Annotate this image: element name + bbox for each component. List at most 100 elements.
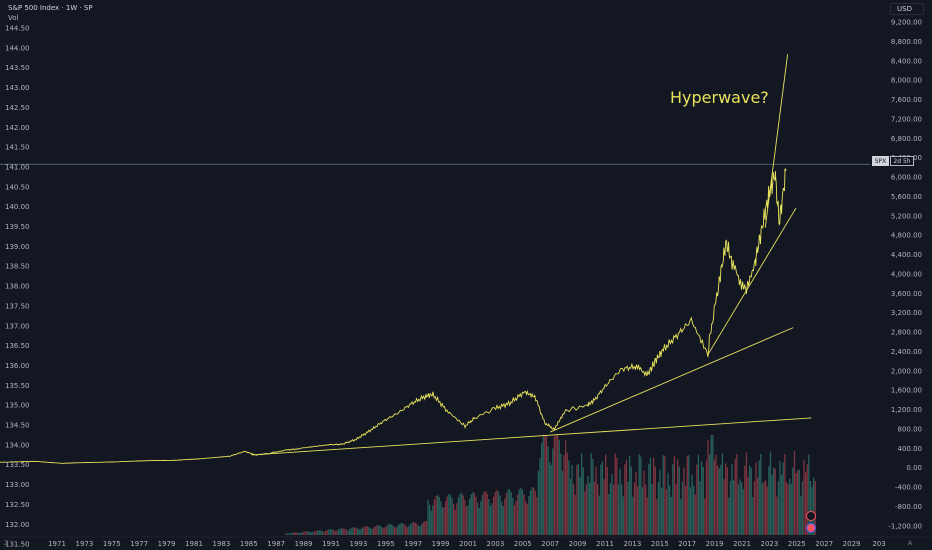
- volume-bar: [760, 454, 762, 535]
- volume-bar: [361, 527, 364, 535]
- volume-bar: [651, 483, 653, 535]
- hyperwave-annotation[interactable]: Hyperwave?: [670, 88, 769, 107]
- volume-bar: [718, 468, 720, 535]
- bar-countdown-badge: 2d 5h: [890, 156, 914, 166]
- volume-bar: [547, 446, 549, 535]
- volume-bar: [632, 496, 634, 535]
- volume-bar: [545, 435, 548, 535]
- time-axis-tick-label: 1989: [295, 540, 313, 548]
- volume-bar: [529, 490, 532, 535]
- volume-bar: [757, 477, 759, 535]
- time-axis-tick-label: 2011: [596, 540, 614, 548]
- volume-bar: [566, 452, 568, 535]
- time-axis-tick-label: 1981: [185, 540, 203, 548]
- volume-bar: [285, 533, 287, 535]
- volume-bar: [633, 482, 636, 535]
- volume-bar: [790, 483, 792, 535]
- volume-bar: [427, 499, 429, 535]
- volume-bar: [565, 440, 567, 535]
- volume-bar: [621, 484, 623, 535]
- volume-bar: [555, 435, 557, 535]
- volume-bar: [318, 530, 320, 535]
- left-axis-tick-label: 136.50: [5, 342, 30, 350]
- volume-bar: [291, 532, 293, 535]
- time-axis-tick-label: 2007: [541, 540, 559, 548]
- trend-lines[interactable]: [251, 54, 812, 456]
- volume-bar: [619, 468, 621, 535]
- volume-bar: [384, 527, 386, 535]
- volume-bar: [521, 489, 524, 535]
- left-axis-tick-label: 133.50: [5, 461, 30, 469]
- volume-bar: [558, 439, 560, 535]
- volume-bar: [713, 459, 716, 535]
- left-axis-tick-label: 135.50: [5, 382, 30, 390]
- time-axis[interactable]: 1971 1973 1975 1977 1979 1981 1983 1985 1987 1989…: [0, 536, 932, 548]
- volume-bar: [595, 466, 597, 535]
- auto-scale-button[interactable]: A: [908, 540, 913, 547]
- volume-bar: [401, 523, 404, 535]
- volume-bar: [488, 498, 490, 535]
- volume-bar: [379, 525, 381, 535]
- volume-bar: [785, 482, 788, 535]
- right-axis-tick-label: -1,200.00: [888, 522, 922, 530]
- volume-bar: [505, 492, 508, 535]
- volume-bar: [462, 495, 464, 535]
- left-price-axis[interactable]: 144.50 144.00 143.50 143.00 142.50 142.00 141.…: [5, 25, 30, 549]
- volume-bar: [544, 435, 546, 535]
- volume-bar: [737, 484, 740, 535]
- volume-bar: [376, 525, 378, 535]
- volume-bar: [648, 464, 650, 535]
- volume-bar: [422, 522, 424, 535]
- volume-bar: [499, 495, 501, 535]
- volume-bar: [611, 473, 613, 535]
- volume-bar: [454, 509, 456, 535]
- volume-bar: [774, 468, 776, 535]
- volume-bar: [712, 435, 714, 535]
- volume-bar: [392, 525, 394, 535]
- volume-bar: [365, 526, 367, 535]
- volume-bar: [613, 484, 615, 535]
- volume-bar: [685, 485, 687, 535]
- volume-bar: [363, 526, 365, 535]
- lightning-icon[interactable]: [806, 511, 816, 521]
- volume-bar: [707, 440, 709, 535]
- left-axis-tick-label: 144.00: [5, 44, 30, 52]
- volume-bar: [438, 496, 440, 535]
- volume-bar: [347, 530, 349, 535]
- volume-bar: [691, 474, 693, 535]
- volume-bar: [371, 529, 373, 535]
- volume-bar: [747, 476, 749, 535]
- volume-bar: [549, 462, 551, 535]
- volume-bar: [694, 494, 696, 535]
- volume-bar: [573, 483, 575, 535]
- volume-bar: [390, 524, 392, 535]
- volume-bar: [560, 453, 562, 535]
- volume-bar: [445, 501, 447, 535]
- volume-bar: [446, 496, 448, 535]
- time-axis-tick-label: 2029: [843, 540, 861, 548]
- volume-bar: [440, 501, 442, 535]
- volume-bar: [813, 477, 815, 535]
- volume-bar: [653, 457, 655, 535]
- left-axis-tick-label: 140.00: [5, 203, 30, 211]
- volume-bar: [344, 528, 346, 535]
- volume-bar: [641, 487, 644, 535]
- currency-button[interactable]: USD: [890, 3, 924, 15]
- right-axis-tick-label: 7,200.00: [891, 115, 922, 123]
- volume-bar: [741, 482, 743, 535]
- volume-bar: [701, 461, 703, 535]
- volume-bar: [366, 526, 368, 535]
- volume-bar: [313, 531, 316, 535]
- zoom-button[interactable]: Z: [4, 540, 9, 547]
- time-axis-tick-label: 2003: [486, 540, 504, 548]
- right-price-axis[interactable]: 9,200.00 8,800.00 8,400.00 8,000.00 7,600.00…: [888, 19, 922, 531]
- volume-bar: [467, 505, 469, 535]
- volume-bar: [752, 497, 754, 535]
- volume-bar: [537, 470, 540, 535]
- us-flag-icon[interactable]: [806, 523, 816, 533]
- right-axis-tick-label: 8,800.00: [891, 38, 922, 46]
- volume-bar: [736, 454, 738, 535]
- right-axis-tick-label: 1,600.00: [891, 387, 922, 395]
- volume-bar: [424, 521, 426, 535]
